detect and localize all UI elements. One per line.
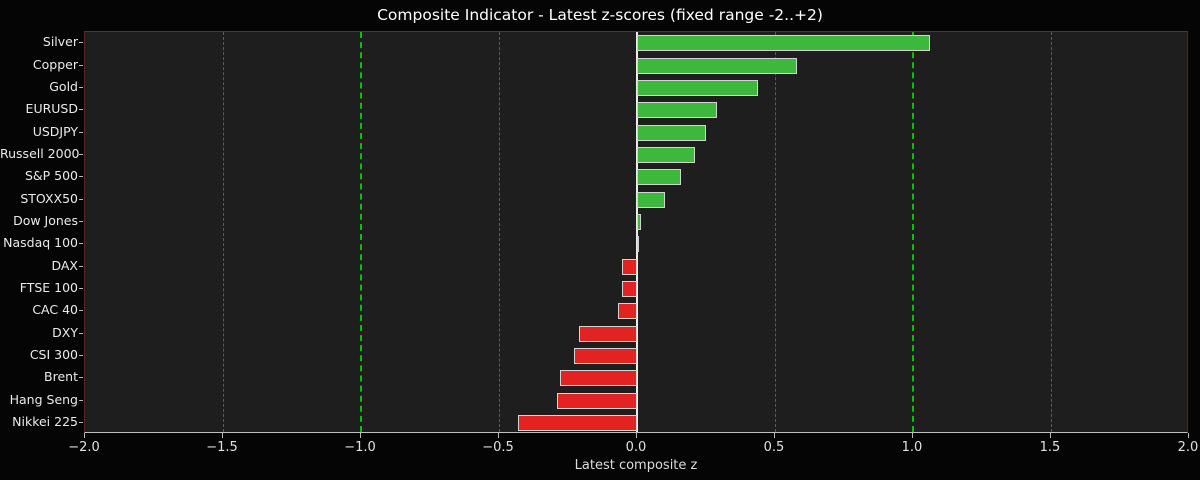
y-tick-mark bbox=[79, 421, 83, 423]
y-axis-label: S&P 500 bbox=[24, 168, 78, 184]
y-tick-mark bbox=[79, 310, 83, 312]
bar-dax bbox=[621, 258, 637, 275]
bar-csi-300 bbox=[573, 347, 637, 364]
x-tick-label: −0.5 bbox=[482, 440, 514, 455]
bar-eurusd bbox=[637, 102, 718, 119]
x-tick-mark bbox=[1188, 433, 1189, 438]
bar-russell-2000 bbox=[637, 146, 695, 163]
y-axis-label: Dow Jones bbox=[13, 212, 78, 228]
bar-usdjpy bbox=[637, 124, 706, 141]
x-tick-mark bbox=[222, 433, 223, 438]
plot-area bbox=[84, 31, 1188, 433]
y-tick-mark bbox=[79, 332, 83, 334]
bar-copper bbox=[637, 57, 798, 74]
y-axis-label: DXY bbox=[52, 324, 78, 340]
y-tick-mark bbox=[79, 153, 83, 155]
x-tick-label: 0.5 bbox=[763, 440, 785, 455]
y-axis-label: EURUSD bbox=[25, 101, 78, 117]
chart-title: Composite Indicator - Latest z-scores (f… bbox=[377, 6, 823, 24]
y-axis-label: CAC 40 bbox=[32, 302, 78, 318]
y-axis-label: FTSE 100 bbox=[19, 279, 78, 295]
x-tick-mark bbox=[912, 433, 913, 438]
x-tick-mark bbox=[498, 433, 499, 438]
x-tick-label: 2.0 bbox=[1177, 440, 1199, 455]
gridline bbox=[1051, 32, 1052, 432]
bar-hang-seng bbox=[556, 392, 637, 409]
y-axis-label: USDJPY bbox=[32, 123, 78, 139]
y-tick-mark bbox=[79, 354, 83, 356]
gridline bbox=[775, 32, 776, 432]
y-tick-mark bbox=[79, 220, 83, 222]
bar-nasdaq-100 bbox=[637, 236, 639, 253]
bar-silver bbox=[637, 35, 930, 52]
x-tick-label: −2.0 bbox=[68, 440, 100, 455]
y-axis-label: Nasdaq 100 bbox=[3, 235, 78, 251]
x-tick-mark bbox=[1050, 433, 1051, 438]
bar-gold bbox=[637, 79, 759, 96]
y-axis-label: DAX bbox=[51, 257, 78, 273]
gridline bbox=[223, 32, 224, 432]
y-tick-mark bbox=[79, 243, 83, 245]
y-tick-mark bbox=[79, 109, 83, 111]
x-tick-label: 1.5 bbox=[1039, 440, 1061, 455]
y-axis-label: Hang Seng bbox=[9, 391, 78, 407]
y-tick-mark bbox=[79, 176, 83, 178]
y-tick-mark bbox=[79, 377, 83, 379]
y-axis-label: Brent bbox=[44, 369, 78, 385]
x-tick-mark bbox=[774, 433, 775, 438]
y-axis-label: CSI 300 bbox=[29, 346, 78, 362]
reference-line bbox=[912, 32, 914, 432]
y-tick-mark bbox=[79, 131, 83, 133]
y-axis-label: Copper bbox=[32, 56, 78, 72]
y-tick-mark bbox=[79, 42, 83, 44]
bar-dow-jones bbox=[637, 213, 642, 230]
x-tick-label: 0.0 bbox=[625, 440, 647, 455]
y-tick-mark bbox=[79, 265, 83, 267]
y-tick-mark bbox=[79, 198, 83, 200]
y-tick-mark bbox=[79, 399, 83, 401]
y-tick-mark bbox=[79, 86, 83, 88]
y-axis-label: Gold bbox=[49, 78, 78, 94]
x-tick-mark bbox=[360, 433, 361, 438]
bar-cac-40 bbox=[617, 303, 637, 320]
x-axis-label: Latest composite z bbox=[574, 458, 698, 473]
reference-line bbox=[360, 32, 362, 432]
bar-stoxx50 bbox=[637, 191, 665, 208]
zero-line bbox=[636, 32, 638, 432]
bar-nikkei-225 bbox=[518, 414, 637, 431]
y-axis-label: Nikkei 225 bbox=[12, 413, 78, 429]
y-axis-label: STOXX50 bbox=[20, 190, 78, 206]
y-tick-mark bbox=[79, 287, 83, 289]
bar-brent bbox=[559, 370, 637, 387]
x-tick-label: 1.0 bbox=[901, 440, 923, 455]
gridline bbox=[499, 32, 500, 432]
x-tick-mark bbox=[84, 433, 85, 438]
x-tick-mark bbox=[636, 433, 637, 438]
bar-dxy bbox=[579, 325, 637, 342]
x-tick-label: −1.5 bbox=[206, 440, 238, 455]
x-tick-label: −1.0 bbox=[344, 440, 376, 455]
y-tick-mark bbox=[79, 64, 83, 66]
y-axis-label: Russell 2000 bbox=[0, 145, 80, 161]
bar-s-p-500 bbox=[637, 169, 682, 186]
bar-ftse-100 bbox=[621, 280, 637, 297]
y-axis-label: Silver bbox=[42, 34, 78, 50]
